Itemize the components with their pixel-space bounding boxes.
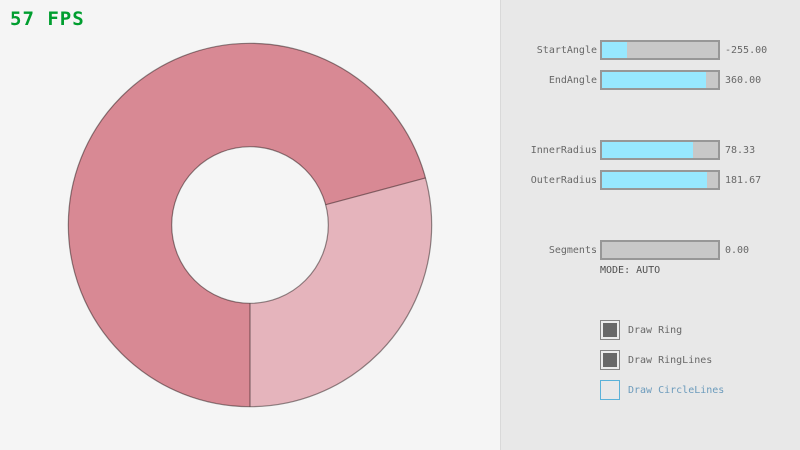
start-angle-slider[interactable] [600,40,720,60]
draw-circlelines-checkbox[interactable] [600,380,620,400]
outer-radius-slider[interactable] [600,170,720,190]
slider-row-end-angle: EndAngle 360.00 [501,70,800,90]
checkbox-row-draw-circlelines: Draw CircleLines [600,380,800,400]
draw-circlelines-label: Draw CircleLines [628,385,725,396]
controls-panel: StartAngle -255.00 EndAngle 360.00 Inner… [500,0,800,450]
ring-shape [67,42,433,408]
segments-mode-text: MODE: AUTO [600,265,661,276]
segments-label: Segments [548,245,597,256]
slider-fill [602,172,707,188]
slider-fill [602,142,693,158]
ring-overlap-region [68,43,426,407]
inner-radius-value: 78.33 [725,145,756,156]
outer-radius-value: 181.67 [725,175,762,186]
check-mark [603,353,617,367]
end-angle-slider[interactable] [600,70,720,90]
end-angle-label: EndAngle [548,75,597,86]
ring-start-line [325,177,426,206]
slider-row-start-angle: StartAngle -255.00 [501,40,800,60]
inner-radius-slider[interactable] [600,140,720,160]
slider-row-outer-radius: OuterRadius 181.67 [501,170,800,190]
checkbox-row-draw-ringlines: Draw RingLines [600,350,800,370]
segments-value: 0.00 [725,245,750,256]
slider-row-inner-radius: InnerRadius 78.33 [501,140,800,160]
fps-counter: 57 FPS [10,8,85,30]
outer-radius-label: OuterRadius [530,175,597,186]
slider-row-segments: Segments 0.00 [501,240,800,260]
checkbox-row-draw-ring: Draw Ring [600,320,800,340]
slider-fill [602,72,706,88]
draw-ringlines-label: Draw RingLines [628,355,713,366]
ring-outer-line [67,42,433,408]
inner-radius-label: InnerRadius [530,145,597,156]
check-mark [603,323,617,337]
slider-fill [602,42,627,58]
draw-ring-checkbox[interactable] [600,320,620,340]
start-angle-value: -255.00 [725,45,768,56]
start-angle-label: StartAngle [536,45,597,56]
draw-ring-label: Draw Ring [628,325,683,336]
ring-inner-line [171,146,329,304]
draw-ringlines-checkbox[interactable] [600,350,620,370]
segments-slider[interactable] [600,240,720,260]
end-angle-value: 360.00 [725,75,762,86]
